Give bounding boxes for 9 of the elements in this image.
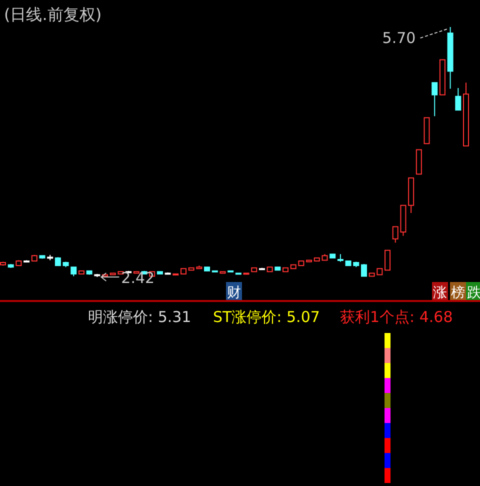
text: 获利1个点: 4.68 <box>340 308 453 326</box>
annotation: 5.70 <box>382 29 416 47</box>
text: 涨 <box>433 285 447 301</box>
text: ST涨停价: 5.07 <box>213 308 320 326</box>
text: 财 <box>227 285 241 301</box>
text: 榜 <box>451 285 465 301</box>
chart-title: (日线.前复权) <box>4 5 102 24</box>
text: 明涨停价: 5.31 <box>88 308 192 326</box>
annotation: 2.42 <box>121 269 155 287</box>
